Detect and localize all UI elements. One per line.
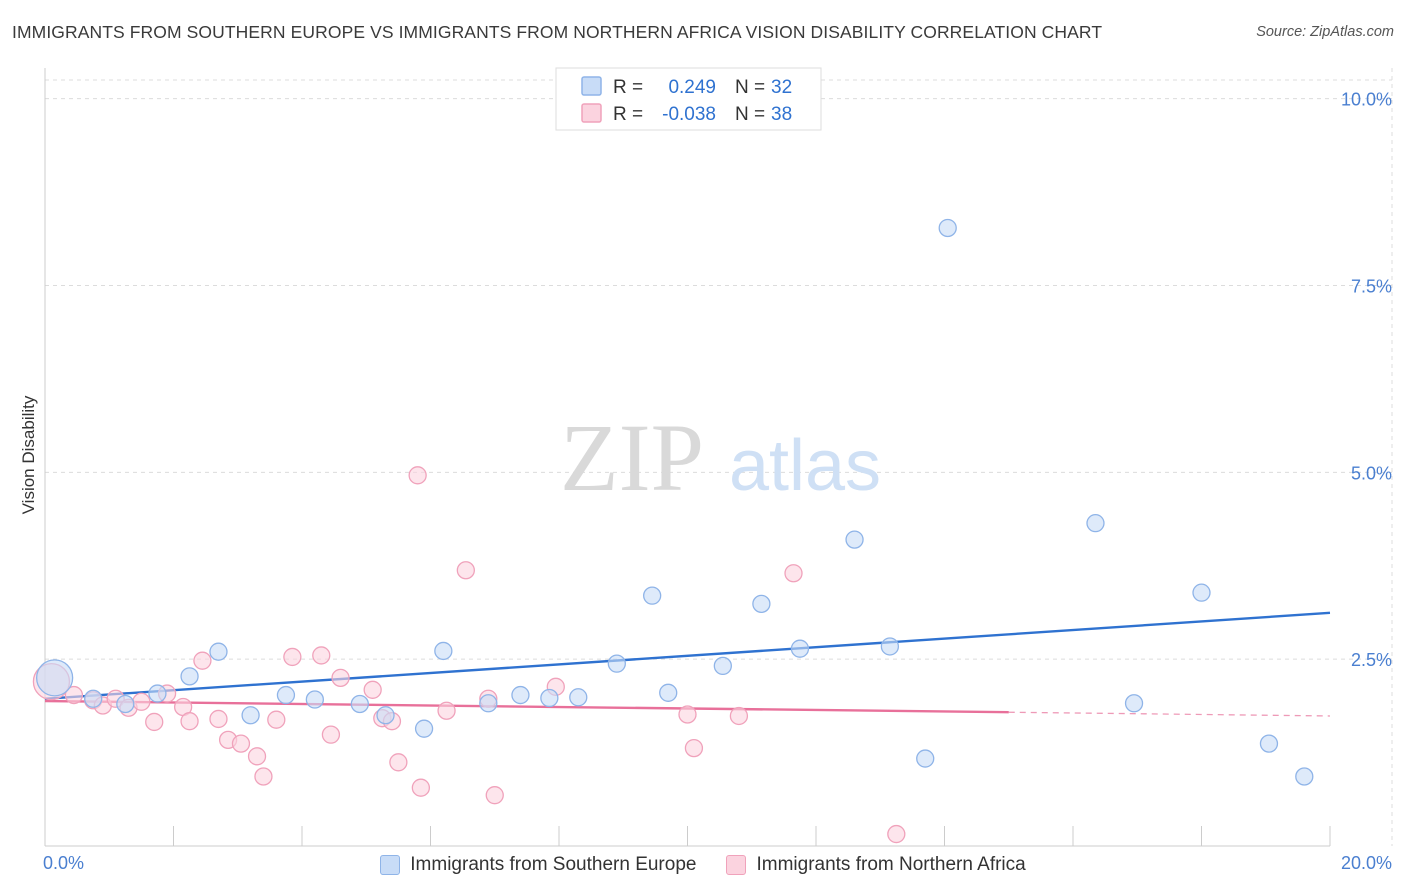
legend-swatch-southern-europe bbox=[380, 855, 401, 875]
y-tick-label: 7.5% bbox=[1351, 277, 1392, 297]
point-northern-africa bbox=[437, 701, 456, 720]
legend-n-label-pink: N = bbox=[735, 104, 765, 125]
point-southern-europe bbox=[1295, 767, 1314, 786]
legend-label-southern-europe: Immigrants from Southern Europe bbox=[410, 854, 697, 875]
point-northern-africa bbox=[331, 668, 350, 688]
point-southern-europe bbox=[116, 694, 135, 714]
point-northern-africa bbox=[145, 712, 164, 732]
point-southern-europe bbox=[350, 694, 369, 714]
point-southern-europe bbox=[1086, 514, 1105, 533]
tick-labels: 2.5% 5.0% 7.5% 10.0% 0.0% 20.0% bbox=[43, 90, 1392, 873]
point-northern-africa bbox=[283, 647, 302, 667]
y-tick-label: 5.0% bbox=[1351, 463, 1392, 483]
point-southern-europe bbox=[938, 218, 957, 238]
trend-line-northern-africa bbox=[44, 699, 1009, 714]
point-northern-africa bbox=[485, 786, 504, 805]
point-southern-europe bbox=[376, 706, 395, 725]
point-southern-europe bbox=[752, 594, 771, 614]
x-tick-label: 0.0% bbox=[43, 853, 84, 873]
trend-line-northern-africa-extension bbox=[1008, 711, 1331, 717]
legend-swatch-northern-africa bbox=[726, 855, 747, 875]
point-southern-europe bbox=[880, 637, 900, 656]
legend-item-southern-europe[interactable]: Immigrants from Southern Europe bbox=[380, 854, 696, 876]
legend-item-northern-africa[interactable]: Immigrants from Northern Africa bbox=[726, 854, 1026, 876]
point-southern-europe bbox=[659, 683, 678, 702]
point-southern-europe bbox=[241, 706, 260, 725]
point-southern-europe bbox=[414, 719, 434, 738]
point-southern-europe bbox=[276, 685, 296, 705]
point-northern-africa bbox=[678, 705, 697, 724]
point-northern-africa bbox=[456, 561, 475, 580]
trend-lines bbox=[44, 611, 1331, 717]
y-tick-label: 10.0% bbox=[1341, 90, 1392, 110]
legend-r-value-pink: -0.038 bbox=[662, 104, 716, 125]
point-northern-africa bbox=[887, 824, 906, 844]
point-northern-africa bbox=[132, 692, 151, 711]
point-southern-europe bbox=[511, 685, 530, 705]
point-northern-africa bbox=[321, 725, 341, 744]
legend-n-value-pink: 38 bbox=[771, 104, 792, 125]
point-southern-europe bbox=[479, 694, 498, 713]
trend-line-southern-europe bbox=[44, 611, 1331, 700]
point-southern-europe bbox=[569, 688, 588, 707]
y-tick-label: 2.5% bbox=[1351, 650, 1392, 670]
legend-r-label-blue: R = bbox=[613, 77, 643, 98]
point-southern-europe bbox=[845, 530, 864, 549]
point-southern-europe bbox=[540, 688, 559, 708]
point-northern-africa bbox=[408, 466, 427, 485]
point-southern-europe bbox=[1259, 734, 1279, 753]
point-southern-europe bbox=[434, 641, 453, 661]
point-northern-africa bbox=[312, 646, 331, 665]
legend-n-value-blue: 32 bbox=[771, 77, 792, 98]
point-southern-europe bbox=[1124, 694, 1144, 713]
point-southern-europe bbox=[790, 639, 810, 658]
point-northern-africa bbox=[193, 651, 212, 670]
point-northern-africa bbox=[180, 712, 199, 731]
point-southern-europe bbox=[35, 659, 74, 697]
watermark-atlas: atlas bbox=[729, 426, 881, 506]
grid-lines bbox=[45, 68, 1393, 846]
point-northern-africa bbox=[254, 767, 273, 786]
point-northern-africa bbox=[389, 753, 408, 772]
point-southern-europe bbox=[148, 684, 167, 703]
legend-r-label-pink: R = bbox=[613, 104, 643, 125]
y-axis-label: Vision Disability bbox=[19, 395, 38, 514]
point-southern-europe bbox=[607, 654, 626, 673]
legend-r-value-blue: 0.249 bbox=[668, 77, 716, 98]
point-southern-europe bbox=[643, 586, 662, 605]
point-southern-europe bbox=[305, 690, 325, 709]
legend-swatch-pink bbox=[581, 103, 602, 123]
legend-n-label-blue: N = bbox=[735, 77, 765, 98]
data-points bbox=[32, 218, 1314, 844]
point-southern-europe bbox=[209, 642, 228, 661]
point-southern-europe bbox=[713, 656, 732, 676]
legend-swatch-blue bbox=[581, 76, 602, 96]
point-northern-africa bbox=[231, 734, 251, 753]
legend-label-northern-africa: Immigrants from Northern Africa bbox=[756, 854, 1026, 875]
source-label: Source: ZipAtlas.com bbox=[1256, 24, 1394, 40]
watermark-zip: ZIP bbox=[560, 404, 704, 511]
point-southern-europe bbox=[916, 749, 935, 768]
point-northern-africa bbox=[784, 564, 803, 583]
chart-title: IMMIGRANTS FROM SOUTHERN EUROPE VS IMMIG… bbox=[12, 22, 1103, 42]
point-southern-europe bbox=[1192, 583, 1211, 602]
point-northern-africa bbox=[64, 685, 84, 705]
axes bbox=[44, 68, 1331, 847]
point-northern-africa bbox=[729, 706, 749, 726]
point-northern-africa bbox=[267, 710, 286, 729]
point-southern-europe bbox=[84, 689, 103, 708]
stats-legend: R = 0.249 N = 32 R = -0.038 N = 38 bbox=[555, 67, 822, 131]
series-legend: Immigrants from Southern Europe Immigran… bbox=[0, 852, 1406, 878]
point-northern-africa bbox=[411, 778, 431, 797]
point-northern-africa bbox=[247, 747, 267, 766]
point-northern-africa bbox=[684, 738, 704, 758]
point-northern-africa bbox=[209, 709, 228, 729]
point-northern-africa bbox=[363, 680, 382, 699]
point-southern-europe bbox=[180, 667, 199, 686]
x-tick-label: 20.0% bbox=[1341, 853, 1392, 873]
